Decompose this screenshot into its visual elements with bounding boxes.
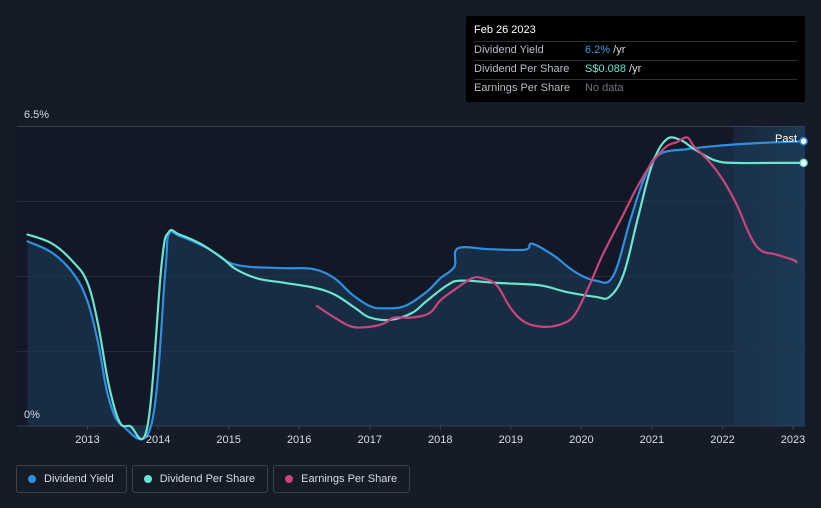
legend: Dividend Yield Dividend Per Share Earnin… xyxy=(16,465,411,493)
tooltip-row-earnings-per-share: Earnings Per Share No data xyxy=(474,79,797,98)
legend-item-earnings-per-share[interactable]: Earnings Per Share xyxy=(273,465,411,493)
tooltip-value: No data xyxy=(585,80,624,98)
tooltip-value: S$0.088 /yr xyxy=(585,61,641,79)
tooltip-label: Earnings Per Share xyxy=(474,82,570,94)
tooltip-date: Feb 26 2023 xyxy=(474,24,536,36)
dividend-per-share-end-marker xyxy=(799,158,808,168)
dividend-per-share-dot-icon xyxy=(143,475,152,483)
tooltip-row-dividend-yield: Dividend Yield 6.2% /yr xyxy=(474,41,797,60)
unit: /yr xyxy=(625,63,642,75)
dividend-yield-end-marker xyxy=(799,136,808,146)
legend-label: Earnings Per Share xyxy=(301,473,398,485)
earnings-per-share-line xyxy=(315,136,798,329)
dividend-yield-area xyxy=(27,141,804,440)
x-tick-label: 2020 xyxy=(569,434,593,446)
x-tick-label: 2017 xyxy=(357,434,381,446)
x-tick-label: 2016 xyxy=(287,434,311,446)
legend-item-dividend-per-share[interactable]: Dividend Per Share xyxy=(131,465,269,493)
series-lines xyxy=(26,136,805,441)
y-label-bottom: 0% xyxy=(24,409,40,421)
dividend-per-share-value: S$0.088 xyxy=(585,63,626,75)
legend-item-dividend-yield[interactable]: Dividend Yield xyxy=(16,465,127,493)
x-tick-label: 2022 xyxy=(710,434,734,446)
x-tick-label: 2015 xyxy=(216,434,240,446)
tooltip: Feb 26 2023 Dividend Yield 6.2% /yr Divi… xyxy=(466,16,805,102)
unit: /yr xyxy=(610,44,626,56)
x-tick-label: 2021 xyxy=(640,434,664,446)
series-end-markers xyxy=(799,136,808,168)
x-axis-ticks: 2013 2014 2015 2016 2017 2018 2019 2020 2021 2022… xyxy=(75,426,805,446)
x-tick-label: 2018 xyxy=(428,434,452,446)
earnings-per-share-dot-icon xyxy=(285,475,294,483)
tooltip-label: Dividend Yield xyxy=(474,44,544,56)
tooltip-label: Dividend Per Share xyxy=(474,63,570,75)
tooltip-value: 6.2% /yr xyxy=(585,42,625,60)
dividend-yield-value: 6.2% xyxy=(585,44,611,56)
tooltip-row-dividend-per-share: Dividend Per Share S$0.088 /yr xyxy=(474,60,797,79)
x-tick-label: 2019 xyxy=(499,434,523,446)
dividend-yield-dot-icon xyxy=(28,475,36,483)
x-tick-label: 2023 xyxy=(781,434,805,446)
past-label: Past xyxy=(775,133,797,145)
y-label-top: 6.5% xyxy=(24,109,49,121)
legend-label: Dividend Yield xyxy=(44,473,114,485)
legend-label: Dividend Per Share xyxy=(159,473,256,485)
series-areas xyxy=(27,141,804,440)
x-tick-label: 2013 xyxy=(75,434,99,446)
x-tick-label: 2014 xyxy=(146,434,170,446)
earnings-per-share-value: No data xyxy=(585,82,624,94)
